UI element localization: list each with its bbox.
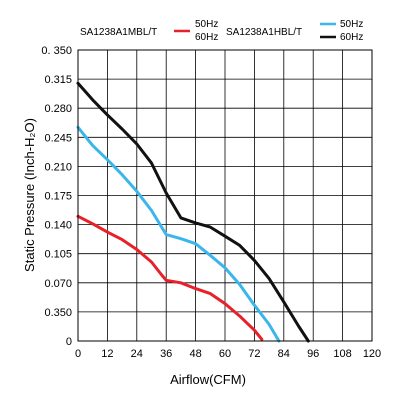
y-tick-label: 0.315 xyxy=(44,74,72,86)
series-layer xyxy=(76,81,310,343)
series-line-1 xyxy=(76,214,264,341)
y-tick-labels: 0 0.350 0.070 0.105 0.140 0.175 0.210 0.245 0.28… xyxy=(41,45,72,348)
plot-frame xyxy=(77,49,373,342)
x-tick-labels: 0 12 24 36 48 60 72 84 96 108 120 xyxy=(75,348,381,360)
legend-label-1-60hz: 60Hz xyxy=(195,32,218,43)
y-tick-label: 0 xyxy=(66,336,72,348)
x-tick-label: 96 xyxy=(307,348,319,360)
y-tick-label: 0.350 xyxy=(44,307,72,319)
y-tick-label: 0.210 xyxy=(44,161,72,173)
series-line-3 xyxy=(76,81,310,343)
x-tick-label: 48 xyxy=(189,348,201,360)
grid xyxy=(77,49,373,342)
y-tick-label: 0.245 xyxy=(44,132,72,144)
x-axis-title: Airflow(CFM) xyxy=(170,372,246,387)
y-tick-label: 0. 350 xyxy=(41,45,72,57)
legend: SA1238A1MBL/T 50Hz 60Hz SA1238A1HBL/T 50… xyxy=(80,19,363,43)
y-tick-label: 0.175 xyxy=(44,191,72,203)
legend-label-2-60hz: 60Hz xyxy=(340,32,363,43)
x-tick-label: 72 xyxy=(248,348,260,360)
x-tick-label: 0 xyxy=(75,348,81,360)
x-tick-label: 12 xyxy=(101,348,113,360)
legend-label-1-50hz: 50Hz xyxy=(195,19,218,30)
series-line-2 xyxy=(76,125,281,343)
x-tick-label: 24 xyxy=(131,348,143,360)
x-tick-label: 84 xyxy=(278,348,290,360)
y-tick-label: 0.280 xyxy=(44,103,72,115)
x-tick-label: 108 xyxy=(333,348,351,360)
x-tick-label: 36 xyxy=(160,348,172,360)
y-tick-label: 0.070 xyxy=(44,278,72,290)
legend-label-2-50hz: 50Hz xyxy=(340,19,363,30)
x-tick-label: 120 xyxy=(363,348,381,360)
legend-model-1: SA1238A1MBL/T xyxy=(80,27,157,38)
legend-model-2: SA1238A1HBL/T xyxy=(226,27,302,38)
y-tick-label: 0.140 xyxy=(44,220,72,232)
x-tick-label: 60 xyxy=(219,348,231,360)
y-axis-title: Static Pressure (Inch-H₂O) xyxy=(22,118,37,272)
y-tick-label: 0.105 xyxy=(44,249,72,261)
